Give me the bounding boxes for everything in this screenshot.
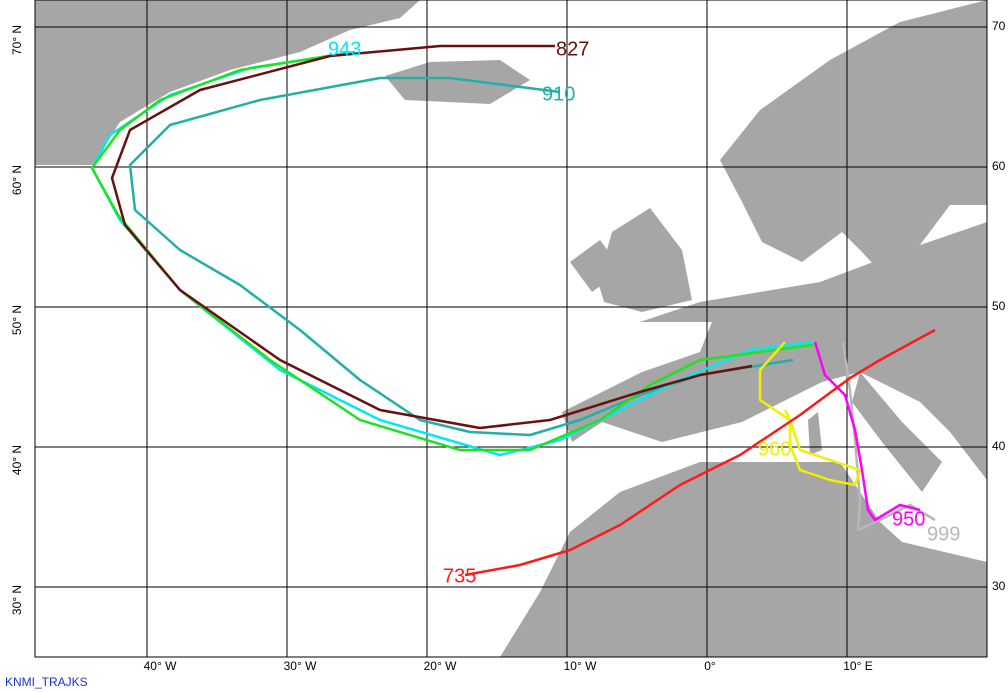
trajectory-label: 950 <box>892 508 925 530</box>
lat-label: 40 <box>992 439 1006 453</box>
lat-label: 30° N <box>10 585 24 615</box>
lat-label: 70 <box>992 19 1006 33</box>
trajectory-label: 999 <box>927 523 960 545</box>
lat-label: 70° N <box>10 25 24 55</box>
lat-label: 50° N <box>10 305 24 335</box>
trajectories <box>90 44 936 577</box>
trajectory-line <box>110 44 753 430</box>
trajectory-label: 943 <box>328 38 361 60</box>
trajectory-labels: 827 910 943 735 960 950 999 <box>328 38 960 587</box>
lon-label: 10° W <box>564 659 597 673</box>
trajectory-line <box>90 53 814 452</box>
lat-label: 40° N <box>10 445 24 475</box>
trajectory-label: 735 <box>443 565 476 587</box>
lon-label: 30° W <box>284 659 317 673</box>
trajectory-line <box>813 341 921 522</box>
credit: KNMI_TRAJKS <box>5 675 88 689</box>
lon-label: 10° E <box>843 659 872 673</box>
lat-labels-right: 70 60 50 40 30 <box>992 19 1006 593</box>
lat-label: 30 <box>992 579 1006 593</box>
lat-label: 60° N <box>10 165 24 195</box>
trajectory-label: 910 <box>542 83 575 105</box>
lon-labels: 40° W 30° W 20° W 10° W 0° 10° E <box>144 659 873 673</box>
lon-label: 40° W <box>144 659 177 673</box>
trajectory-line <box>758 341 862 487</box>
lat-label: 50 <box>992 299 1006 313</box>
lon-label: 0° <box>704 659 716 673</box>
lat-label: 60 <box>992 159 1006 173</box>
graticule <box>34 0 988 658</box>
lon-label: 20° W <box>424 659 457 673</box>
trajectory-line <box>464 328 936 577</box>
lat-labels-left: 70° N 60° N 50° N 40° N 30° N <box>10 25 24 615</box>
trajectory-label: 827 <box>556 38 589 60</box>
trajectory-label: 960 <box>758 438 791 460</box>
trajectory-line <box>128 76 794 437</box>
